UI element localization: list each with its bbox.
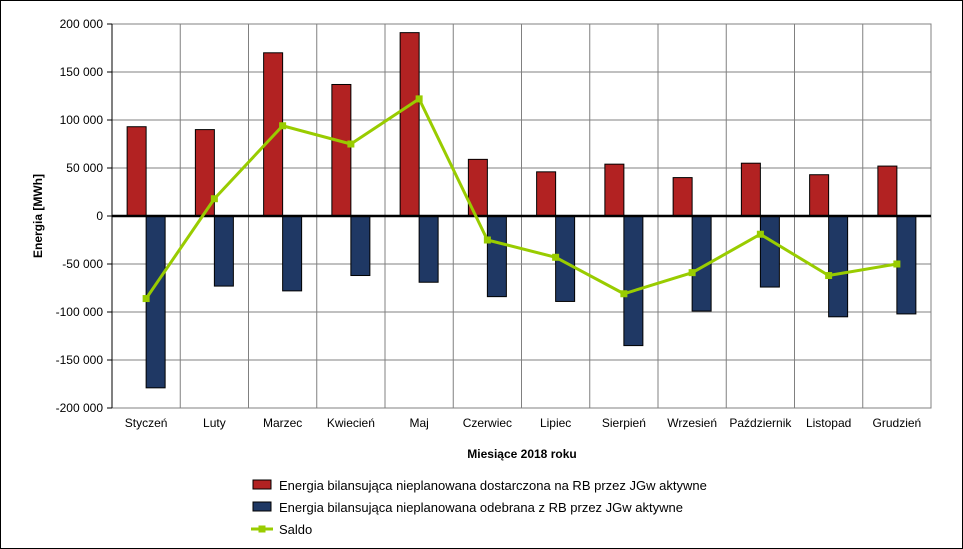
bar-delivered bbox=[877, 165, 898, 217]
x-tick-label: Maj bbox=[409, 416, 428, 430]
x-tick-label: Marzec bbox=[263, 416, 302, 430]
saldo-marker bbox=[210, 195, 218, 203]
y-axis-ticks: 200 000 150 000 100 000 50 000 0 -50 000 -100 … bbox=[56, 17, 112, 415]
x-tick-label: Listopad bbox=[806, 416, 851, 430]
bar-received bbox=[350, 215, 371, 277]
saldo-marker bbox=[552, 253, 560, 261]
bar-received bbox=[213, 215, 234, 287]
plot-area bbox=[111, 23, 932, 409]
saldo-marker bbox=[688, 269, 696, 277]
x-tick-label: Czerwiec bbox=[463, 416, 512, 430]
bar-received bbox=[828, 215, 849, 318]
x-axis-ticks: Styczeń Luty Marzec Kwiecień Maj Czerwiec Lipi… bbox=[125, 416, 921, 430]
saldo-marker bbox=[142, 295, 150, 303]
legend-swatch bbox=[252, 479, 272, 490]
legend-swatch bbox=[252, 501, 272, 512]
saldo-marker bbox=[347, 140, 355, 148]
saldo-marker bbox=[415, 95, 423, 103]
saldo-marker bbox=[893, 260, 901, 268]
bar-delivered bbox=[536, 171, 557, 217]
x-axis-title: Miesiące 2018 roku bbox=[467, 447, 576, 461]
x-tick-label: Wrzesień bbox=[667, 416, 717, 430]
y-axis-title: Energia [MWh] bbox=[31, 174, 45, 258]
legend-label: Energia bilansująca nieplanowana dostarc… bbox=[279, 478, 707, 493]
bar-received bbox=[486, 215, 507, 298]
bar-delivered bbox=[399, 32, 420, 217]
bar-received bbox=[623, 215, 644, 347]
x-tick-label: Grudzień bbox=[873, 416, 922, 430]
saldo-marker bbox=[279, 122, 287, 130]
x-tick-label: Kwiecień bbox=[327, 416, 375, 430]
y-tick-label: 100 000 bbox=[60, 113, 104, 127]
bar-delivered bbox=[809, 174, 830, 217]
bar-delivered bbox=[672, 177, 693, 217]
y-tick-label: 50 000 bbox=[66, 161, 103, 175]
y-tick-label: -100 000 bbox=[56, 305, 104, 319]
bar-received bbox=[759, 215, 780, 288]
legend-swatch-marker bbox=[258, 525, 266, 533]
saldo-line bbox=[144, 97, 898, 300]
x-tick-label: Październik bbox=[729, 416, 792, 430]
x-tick-label: Lipiec bbox=[540, 416, 571, 430]
bar-delivered bbox=[331, 83, 352, 217]
y-tick-label: 0 bbox=[96, 209, 103, 223]
y-tick-label: -50 000 bbox=[62, 257, 103, 271]
legend-label: Saldo bbox=[279, 522, 312, 537]
bar-delivered bbox=[740, 162, 761, 217]
x-tick-label: Luty bbox=[203, 416, 226, 430]
saldo-marker bbox=[756, 230, 764, 238]
x-tick-label: Sierpień bbox=[602, 416, 646, 430]
bar-delivered bbox=[126, 126, 147, 217]
x-tick-label: Styczeń bbox=[125, 416, 168, 430]
y-tick-label: -150 000 bbox=[56, 353, 104, 367]
bar-received bbox=[282, 215, 303, 292]
saldo-marker bbox=[483, 236, 491, 244]
legend-label: Energia bilansująca nieplanowana odebran… bbox=[279, 500, 683, 515]
bar-received bbox=[418, 215, 439, 283]
bar-delivered bbox=[604, 163, 625, 217]
saldo-marker bbox=[825, 272, 833, 280]
y-tick-label: 200 000 bbox=[60, 17, 104, 31]
legend: Energia bilansująca nieplanowana dostarc… bbox=[251, 478, 707, 537]
y-tick-label: -200 000 bbox=[56, 401, 104, 415]
y-tick-label: 150 000 bbox=[60, 65, 104, 79]
saldo-marker bbox=[620, 290, 628, 298]
